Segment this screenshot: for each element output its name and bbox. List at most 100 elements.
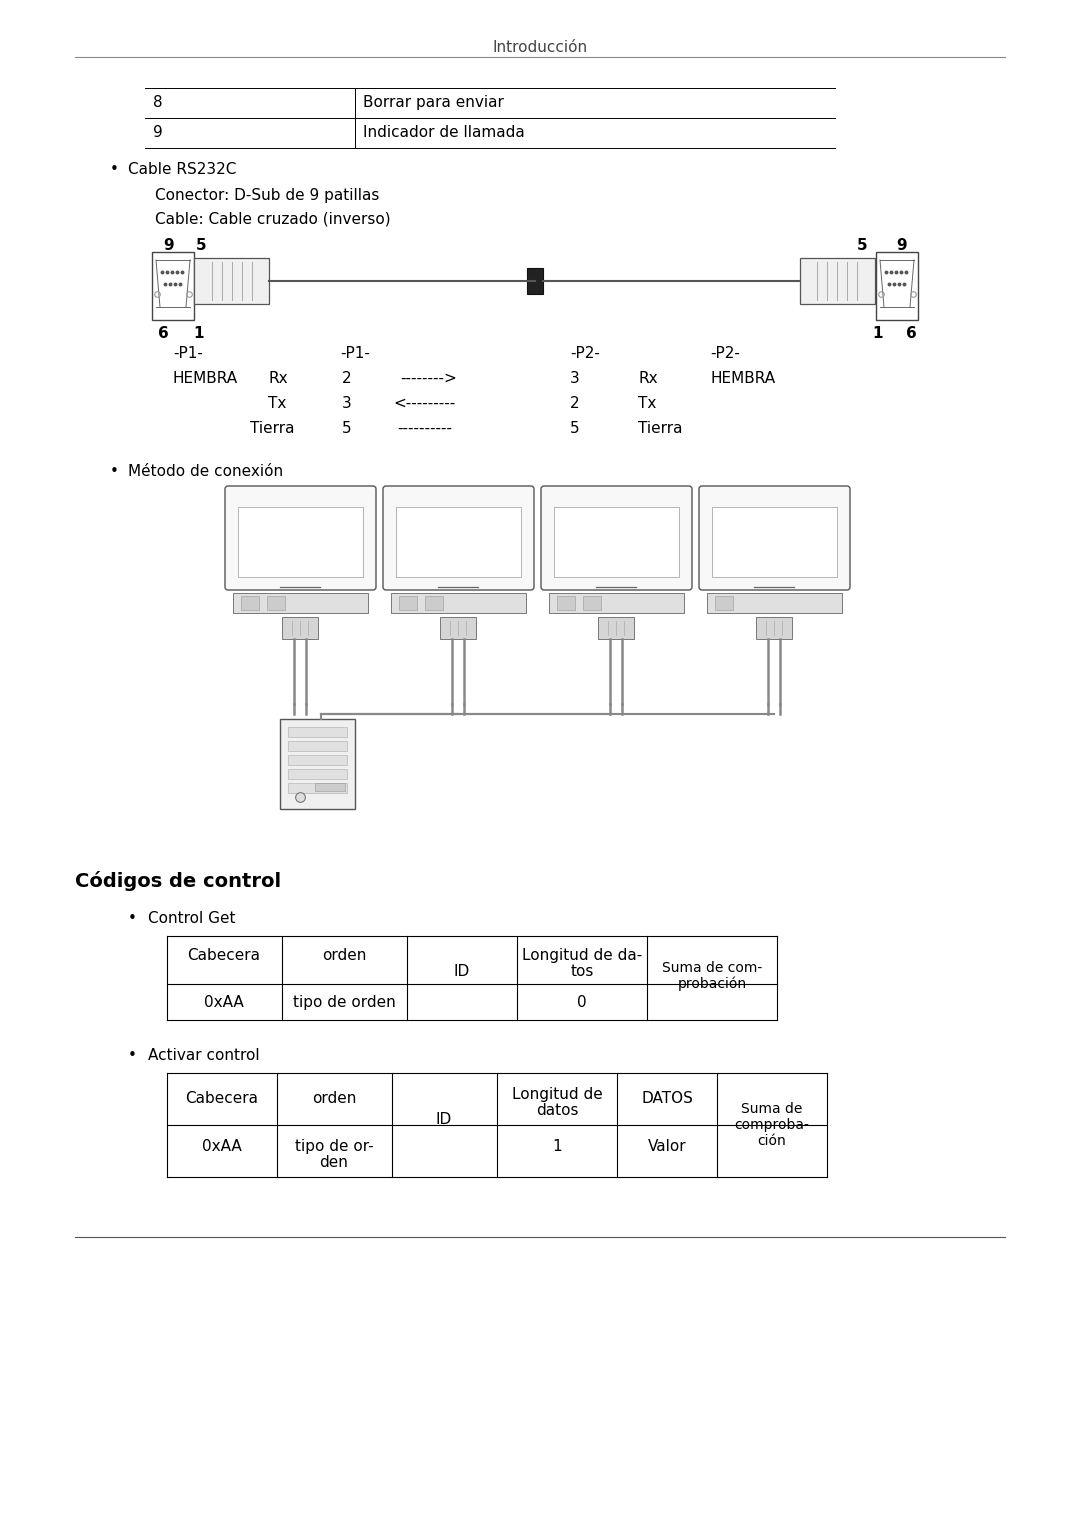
Text: probación: probación (677, 977, 746, 991)
Bar (152, 252, 194, 321)
Text: 5: 5 (570, 421, 580, 437)
Text: 9: 9 (163, 238, 174, 253)
Bar (288, 783, 347, 793)
FancyBboxPatch shape (541, 486, 692, 589)
FancyBboxPatch shape (225, 486, 376, 589)
Text: 0: 0 (577, 996, 586, 1009)
Text: Códigos de control: Códigos de control (75, 870, 281, 890)
Bar (288, 770, 347, 779)
Text: HEMBRA: HEMBRA (173, 371, 238, 386)
Text: Rx: Rx (268, 371, 287, 386)
Text: Conector: D-Sub de 9 patillas: Conector: D-Sub de 9 patillas (156, 188, 379, 203)
Text: Suma de com-: Suma de com- (662, 960, 762, 976)
Bar (527, 269, 543, 295)
Bar (756, 617, 792, 638)
Text: <---------: <--------- (393, 395, 456, 411)
Text: 1: 1 (193, 325, 203, 341)
FancyBboxPatch shape (383, 486, 534, 589)
Text: orden: orden (312, 1090, 356, 1106)
Bar (440, 617, 476, 638)
Bar (707, 592, 842, 612)
Text: ID: ID (454, 965, 470, 979)
Bar (315, 783, 345, 791)
Text: Longitud de: Longitud de (512, 1087, 603, 1102)
Bar (194, 258, 269, 304)
Text: tipo de orden: tipo de orden (293, 996, 395, 1009)
Text: -P1-: -P1- (340, 347, 369, 360)
Text: 6: 6 (158, 325, 168, 341)
Text: ----------: ---------- (397, 421, 453, 437)
Bar (583, 596, 600, 609)
Bar (391, 592, 526, 612)
Text: Rx: Rx (638, 371, 658, 386)
Text: Método de conexión: Método de conexión (129, 464, 283, 479)
Bar (554, 507, 679, 577)
Text: 5: 5 (858, 238, 867, 253)
Bar (876, 252, 918, 321)
Text: 0xAA: 0xAA (204, 996, 244, 1009)
Text: Tx: Tx (268, 395, 286, 411)
Text: •: • (110, 464, 119, 479)
Text: 5: 5 (342, 421, 352, 437)
Bar (426, 596, 443, 609)
Text: •: • (129, 1048, 137, 1063)
Bar (288, 741, 347, 751)
Text: Borrar para enviar: Borrar para enviar (363, 95, 504, 110)
Text: Tierra: Tierra (249, 421, 295, 437)
Text: orden: orden (322, 948, 366, 964)
Bar (715, 596, 733, 609)
Text: Longitud de da-: Longitud de da- (522, 948, 643, 964)
Text: comproba-: comproba- (734, 1118, 809, 1132)
Text: Cabecera: Cabecera (186, 1090, 258, 1106)
FancyBboxPatch shape (699, 486, 850, 589)
Bar (712, 507, 837, 577)
Text: Tx: Tx (638, 395, 657, 411)
Text: Introducción: Introducción (492, 40, 588, 55)
Text: Activar control: Activar control (148, 1048, 259, 1063)
Bar (557, 596, 575, 609)
Text: 9: 9 (153, 125, 163, 140)
Text: Cable: Cable cruzado (inverso): Cable: Cable cruzado (inverso) (156, 212, 391, 228)
Text: Indicador de llamada: Indicador de llamada (363, 125, 525, 140)
Text: DATOS: DATOS (642, 1090, 693, 1106)
Text: 1: 1 (872, 325, 882, 341)
Text: 2: 2 (342, 371, 352, 386)
Bar (549, 592, 684, 612)
Text: 6: 6 (906, 325, 917, 341)
Bar (800, 258, 875, 304)
Text: •: • (129, 912, 137, 925)
Text: HEMBRA: HEMBRA (710, 371, 775, 386)
Text: 3: 3 (570, 371, 580, 386)
Bar (288, 727, 347, 738)
Bar (241, 596, 259, 609)
Text: ID: ID (436, 1112, 453, 1127)
Bar (238, 507, 363, 577)
Text: 2: 2 (570, 395, 580, 411)
Text: -------->: --------> (400, 371, 457, 386)
Text: -P2-: -P2- (710, 347, 740, 360)
Bar (598, 617, 634, 638)
Text: tos: tos (570, 964, 594, 979)
Text: 1: 1 (552, 1139, 562, 1154)
Text: den: den (320, 1154, 349, 1170)
Text: Cabecera: Cabecera (188, 948, 260, 964)
Text: tipo de or-: tipo de or- (295, 1139, 374, 1154)
Text: Control Get: Control Get (148, 912, 235, 925)
Bar (288, 754, 347, 765)
Bar (399, 596, 417, 609)
Bar (396, 507, 521, 577)
Text: 8: 8 (153, 95, 163, 110)
Text: ción: ción (758, 1135, 786, 1148)
Bar (267, 596, 285, 609)
Bar (280, 719, 355, 809)
Bar (282, 617, 318, 638)
Text: -P2-: -P2- (570, 347, 599, 360)
Text: -P1-: -P1- (173, 347, 203, 360)
Text: Suma de: Suma de (741, 1102, 802, 1116)
Bar (233, 592, 368, 612)
Text: 9: 9 (896, 238, 906, 253)
Text: •: • (110, 162, 119, 177)
Text: Cable RS232C: Cable RS232C (129, 162, 237, 177)
Text: Valor: Valor (648, 1139, 686, 1154)
Text: 3: 3 (342, 395, 352, 411)
